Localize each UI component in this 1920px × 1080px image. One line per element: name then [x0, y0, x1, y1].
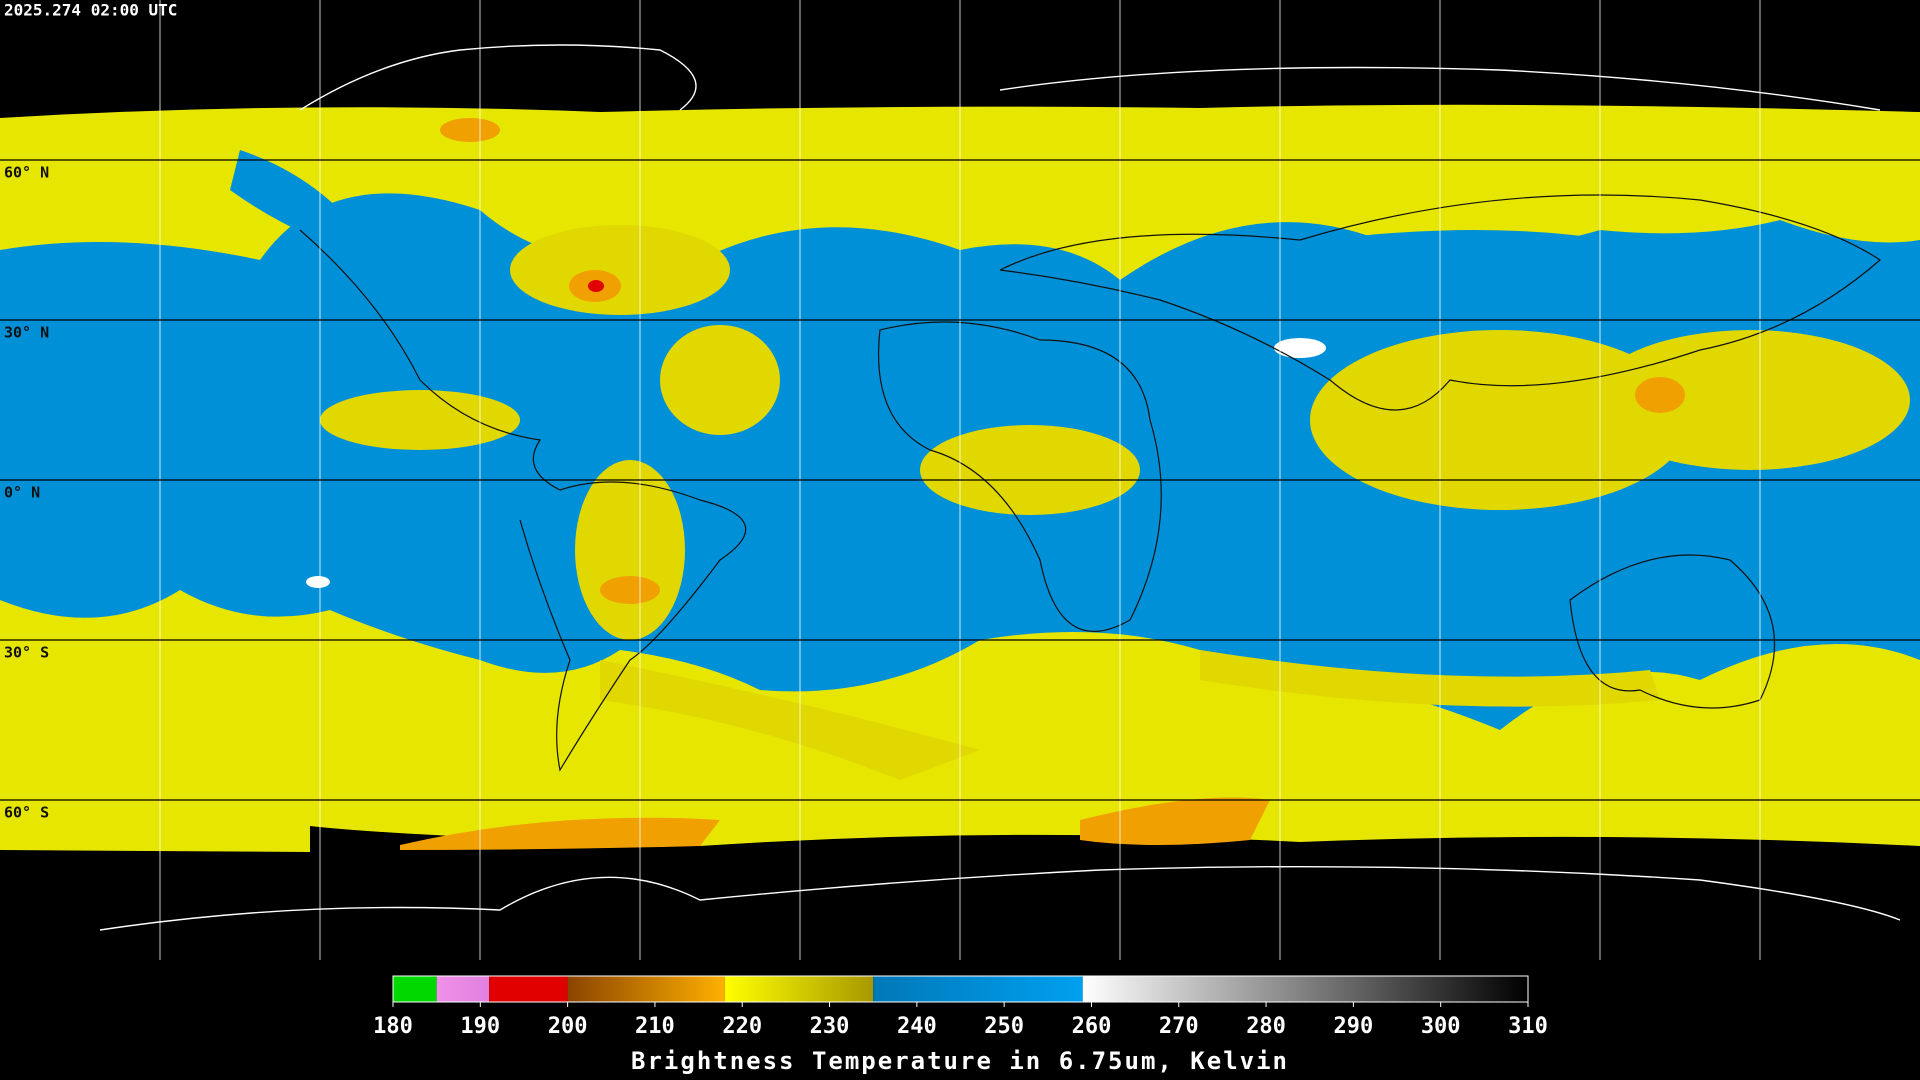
colorbar-label: Brightness Temperature in 6.75um, Kelvin	[631, 1047, 1289, 1075]
colorbar-segment	[873, 976, 1083, 1002]
colorbar-tick-label: 230	[810, 1014, 850, 1039]
cold-cloud	[588, 280, 604, 292]
colorbar-tick-label: 250	[984, 1014, 1024, 1039]
colorbar-segment	[567, 976, 725, 1002]
dry-region	[230, 150, 380, 260]
lat-label: 60° S	[4, 804, 49, 822]
timestamp: 2025.274 02:00 UTC	[4, 1, 177, 20]
convection	[1590, 330, 1910, 470]
colorbar-segment	[436, 976, 490, 1002]
colorbar-segment	[724, 976, 874, 1002]
cold-cloud	[1080, 797, 1270, 845]
convection	[575, 460, 685, 640]
colorbar-segment	[393, 976, 437, 1002]
warm-spot	[306, 576, 330, 588]
lat-label: 30° N	[4, 324, 49, 342]
coastline	[999, 194, 1881, 411]
convection	[510, 225, 730, 315]
colorbar-tick-label: 220	[722, 1014, 762, 1039]
coastline	[299, 229, 747, 772]
colorbar-tick-label: 190	[460, 1014, 500, 1039]
convection	[320, 390, 520, 450]
colorbar-tick-label: 180	[373, 1014, 413, 1039]
coastline	[99, 865, 1901, 931]
warm-spot	[1274, 338, 1326, 358]
colorbar-segment	[489, 976, 568, 1002]
colorbar-frame	[392, 975, 1529, 1003]
cold-cloud	[440, 118, 500, 142]
colorbar-tick-label: 240	[897, 1014, 937, 1039]
colorbar-tick-label: 270	[1159, 1014, 1199, 1039]
convection	[660, 325, 780, 435]
colorbar-segment	[1082, 976, 1528, 1002]
convection	[1310, 330, 1690, 510]
coastline	[999, 66, 1881, 111]
moist-band	[1200, 650, 1660, 707]
cold-cloud	[1635, 377, 1685, 413]
colorbar-tick-label: 300	[1421, 1014, 1461, 1039]
colorbar-tick-label: 310	[1508, 1014, 1548, 1039]
colorbar: 180 190 200 210 220 230 240 250 260 270 280 290 300 3…	[373, 975, 1548, 1039]
colorbar-tick-label: 260	[1072, 1014, 1112, 1039]
dry-region	[1200, 230, 1700, 300]
parallels: 60° N 30° N 0° N 30° S 60° S	[0, 159, 1920, 822]
lat-label: 60° N	[4, 164, 49, 182]
colorbar-tick-label: 280	[1246, 1014, 1286, 1039]
lat-label: 0° N	[4, 484, 40, 502]
colorbar-tick-label: 290	[1334, 1014, 1374, 1039]
moist-band	[600, 660, 980, 780]
cold-cloud	[600, 576, 660, 604]
colorbar-tick-label: 210	[635, 1014, 675, 1039]
colorbar-tick-label: 200	[548, 1014, 588, 1039]
lat-label: 30° S	[4, 644, 49, 662]
coastline	[299, 44, 697, 111]
convection	[920, 425, 1140, 515]
coastline	[877, 321, 1162, 632]
